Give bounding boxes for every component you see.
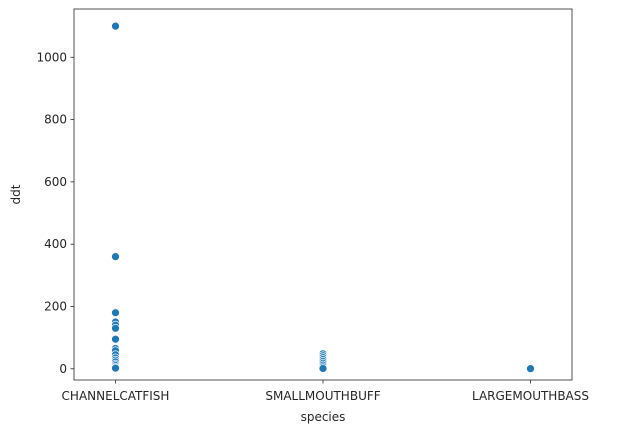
data-point	[318, 364, 328, 373]
plot-frame	[73, 8, 573, 381]
x-axis-label: species	[301, 410, 346, 424]
x-axis: CHANNELCATFISH SMALLMOUTHBUFF LARGEMOUTHBA…	[62, 380, 589, 403]
y-tick-label: 200	[44, 299, 67, 313]
data-point	[111, 21, 120, 31]
y-axis-label: ddt	[9, 184, 23, 204]
x-tick-label: CHANNELCATFISH	[62, 389, 170, 403]
data-point	[111, 308, 120, 318]
y-tick-label: 0	[59, 362, 67, 376]
x-tick-label: SMALLMOUTHBUFF	[265, 389, 380, 403]
data-point	[111, 323, 120, 333]
data-point	[111, 334, 120, 344]
y-axis: 0 200 400 600 800 1000	[36, 50, 74, 376]
data-points	[111, 21, 535, 374]
y-tick-label: 1000	[36, 50, 67, 64]
x-tick-label: LARGEMOUTHBASS	[472, 389, 589, 403]
data-point	[111, 363, 120, 373]
y-tick-label: 600	[44, 175, 67, 189]
data-point	[526, 364, 535, 374]
y-tick-label: 800	[44, 113, 67, 127]
y-tick-label: 400	[44, 237, 67, 251]
data-point	[111, 252, 120, 262]
